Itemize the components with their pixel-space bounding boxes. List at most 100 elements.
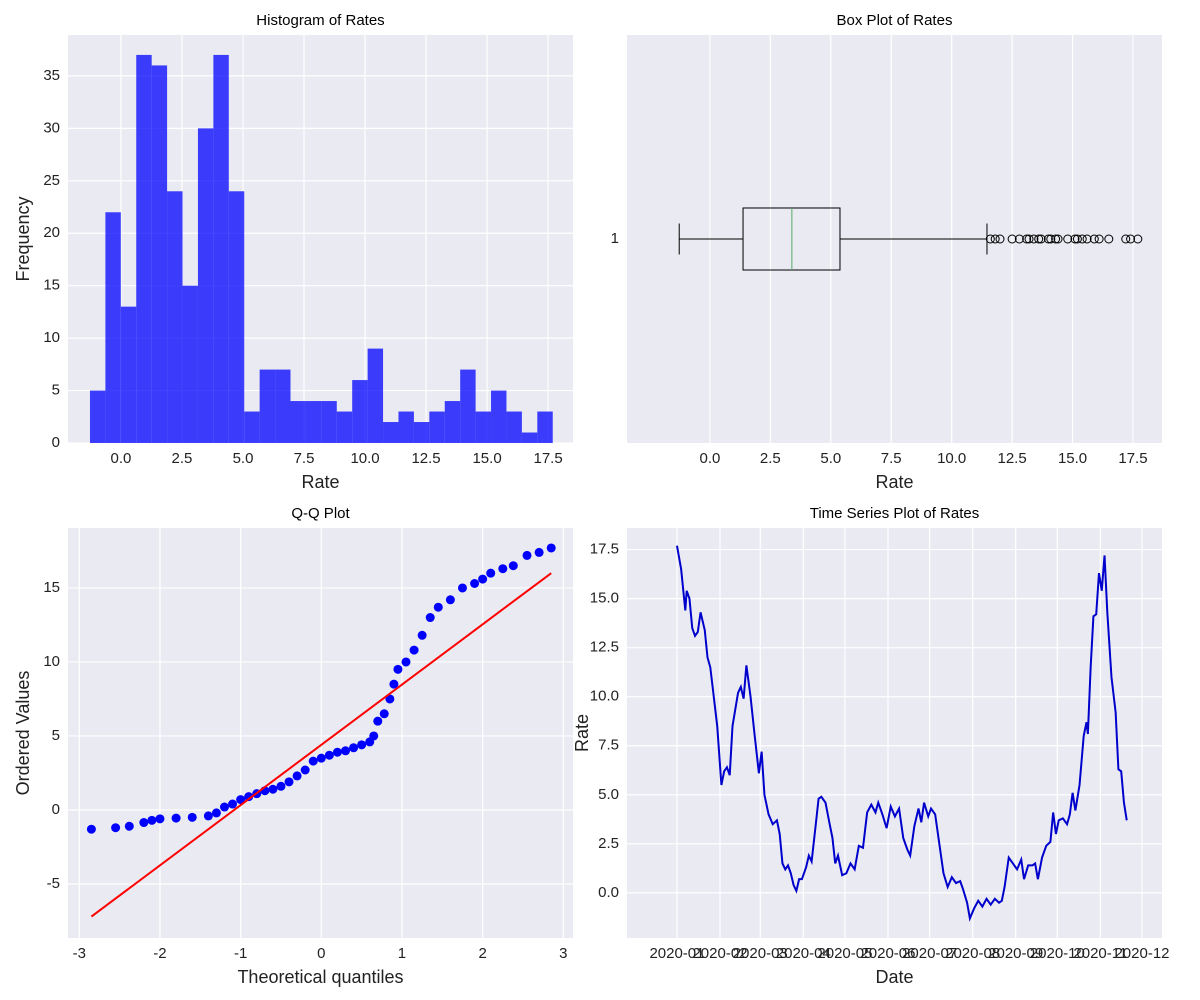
outlier (1070, 234, 1080, 244)
outlier (1082, 234, 1092, 244)
bar (321, 401, 337, 443)
point (478, 574, 488, 584)
outlier (1104, 234, 1114, 244)
y-tick-label: 0.0 (598, 884, 619, 901)
point (508, 561, 518, 571)
subplot: Time Series Plot of Rates Date Rate 2020-01… (572, 505, 1170, 987)
x-tick-label: 10.0 (350, 450, 379, 467)
x-axis-label: Rate (875, 472, 913, 492)
point (498, 564, 508, 574)
outlier (1133, 234, 1143, 244)
bar (228, 191, 245, 443)
point (284, 777, 294, 787)
bar (475, 411, 492, 443)
point (373, 716, 383, 726)
x-tick-label: -1 (234, 945, 247, 962)
outlier (1022, 234, 1032, 244)
x-tick-label: 3 (559, 945, 567, 962)
point (389, 679, 399, 689)
x-tick-label: 2020-04 (776, 945, 831, 962)
point (332, 747, 342, 757)
series-line (675, 545, 1128, 922)
x-tick-label: 2020-11 (1073, 945, 1127, 962)
bar (305, 401, 322, 443)
x-tick-label: 2020-06 (860, 945, 915, 962)
outlier (1063, 234, 1073, 244)
point (457, 583, 467, 593)
x-tick-label: 2020-12 (1114, 945, 1169, 962)
subplot: Box Plot of Rates Rate 0.0 2.5 5.0 7.5 10.0 12.… (611, 12, 1162, 492)
outlier (1034, 234, 1044, 244)
x-tick-label: 15.0 (472, 450, 501, 467)
outlier (1053, 234, 1063, 244)
subplot-title: Q-Q Plot (291, 505, 350, 522)
point (316, 753, 326, 763)
y-tick-label: -5 (47, 875, 60, 892)
point (187, 812, 197, 822)
x-tick-label: 10.0 (937, 450, 966, 467)
subplot: Q-Q Plot Theoretical quantiles Ordered Val… (13, 505, 573, 987)
x-tick-label: -3 (73, 945, 86, 962)
bar (244, 411, 260, 443)
y-axis-label: Frequency (13, 196, 33, 281)
point (379, 709, 389, 719)
bar (367, 348, 384, 443)
point (171, 813, 181, 823)
point (401, 657, 411, 667)
y-tick-label: 0 (52, 801, 60, 818)
y-tick-label: 20 (43, 224, 60, 241)
point (211, 808, 221, 818)
bar (259, 369, 276, 443)
x-tick-label: 7.5 (294, 450, 315, 467)
x-axis-label: Theoretical quantiles (237, 967, 403, 987)
point (300, 765, 310, 775)
bar (105, 212, 121, 443)
point (308, 756, 318, 766)
x-axis-label: Rate (301, 472, 339, 492)
x-tick-label: 17.5 (534, 450, 563, 467)
bar (89, 390, 106, 443)
point (276, 781, 286, 791)
point (357, 740, 367, 750)
point (147, 815, 157, 825)
y-tick-label: 15.0 (590, 590, 619, 607)
point (155, 814, 165, 824)
bar (290, 401, 306, 443)
x-tick-label: 2020-10 (1030, 945, 1085, 962)
bar (275, 369, 291, 443)
bar (383, 422, 399, 443)
point (425, 613, 435, 623)
x-tick-label: 7.5 (881, 450, 902, 467)
point (417, 630, 427, 640)
y-tick-label: 15 (43, 277, 60, 294)
y-tick-label: 7.5 (598, 737, 619, 754)
bar (136, 54, 152, 444)
point (349, 743, 359, 753)
bar (120, 306, 137, 443)
y-tick-label: 10 (43, 329, 60, 346)
point (139, 818, 149, 828)
point (203, 811, 213, 821)
y-tick-label: 5 (52, 727, 60, 744)
outlier (995, 234, 1005, 244)
point (409, 645, 419, 655)
x-tick-label: 2020-07 (902, 945, 957, 962)
subplot-title: Time Series Plot of Rates (810, 505, 980, 522)
subplot-title: Histogram of Rates (256, 12, 384, 29)
point (341, 746, 351, 756)
x-tick-label: 5.0 (820, 450, 841, 467)
outlier (1014, 234, 1024, 244)
x-tick-label: -2 (153, 945, 166, 962)
y-tick-label: 15 (43, 579, 60, 596)
y-tick-label: 0 (52, 434, 60, 451)
x-tick-label: 2020-05 (817, 945, 872, 962)
point (292, 771, 302, 781)
y-tick-label: 10 (43, 653, 60, 670)
bar (537, 411, 553, 443)
point (228, 799, 238, 809)
x-tick-label: 5.0 (233, 450, 254, 467)
y-tick-label: 17.5 (590, 541, 619, 558)
outlier (985, 234, 995, 244)
bar (352, 380, 368, 443)
point (369, 731, 379, 741)
